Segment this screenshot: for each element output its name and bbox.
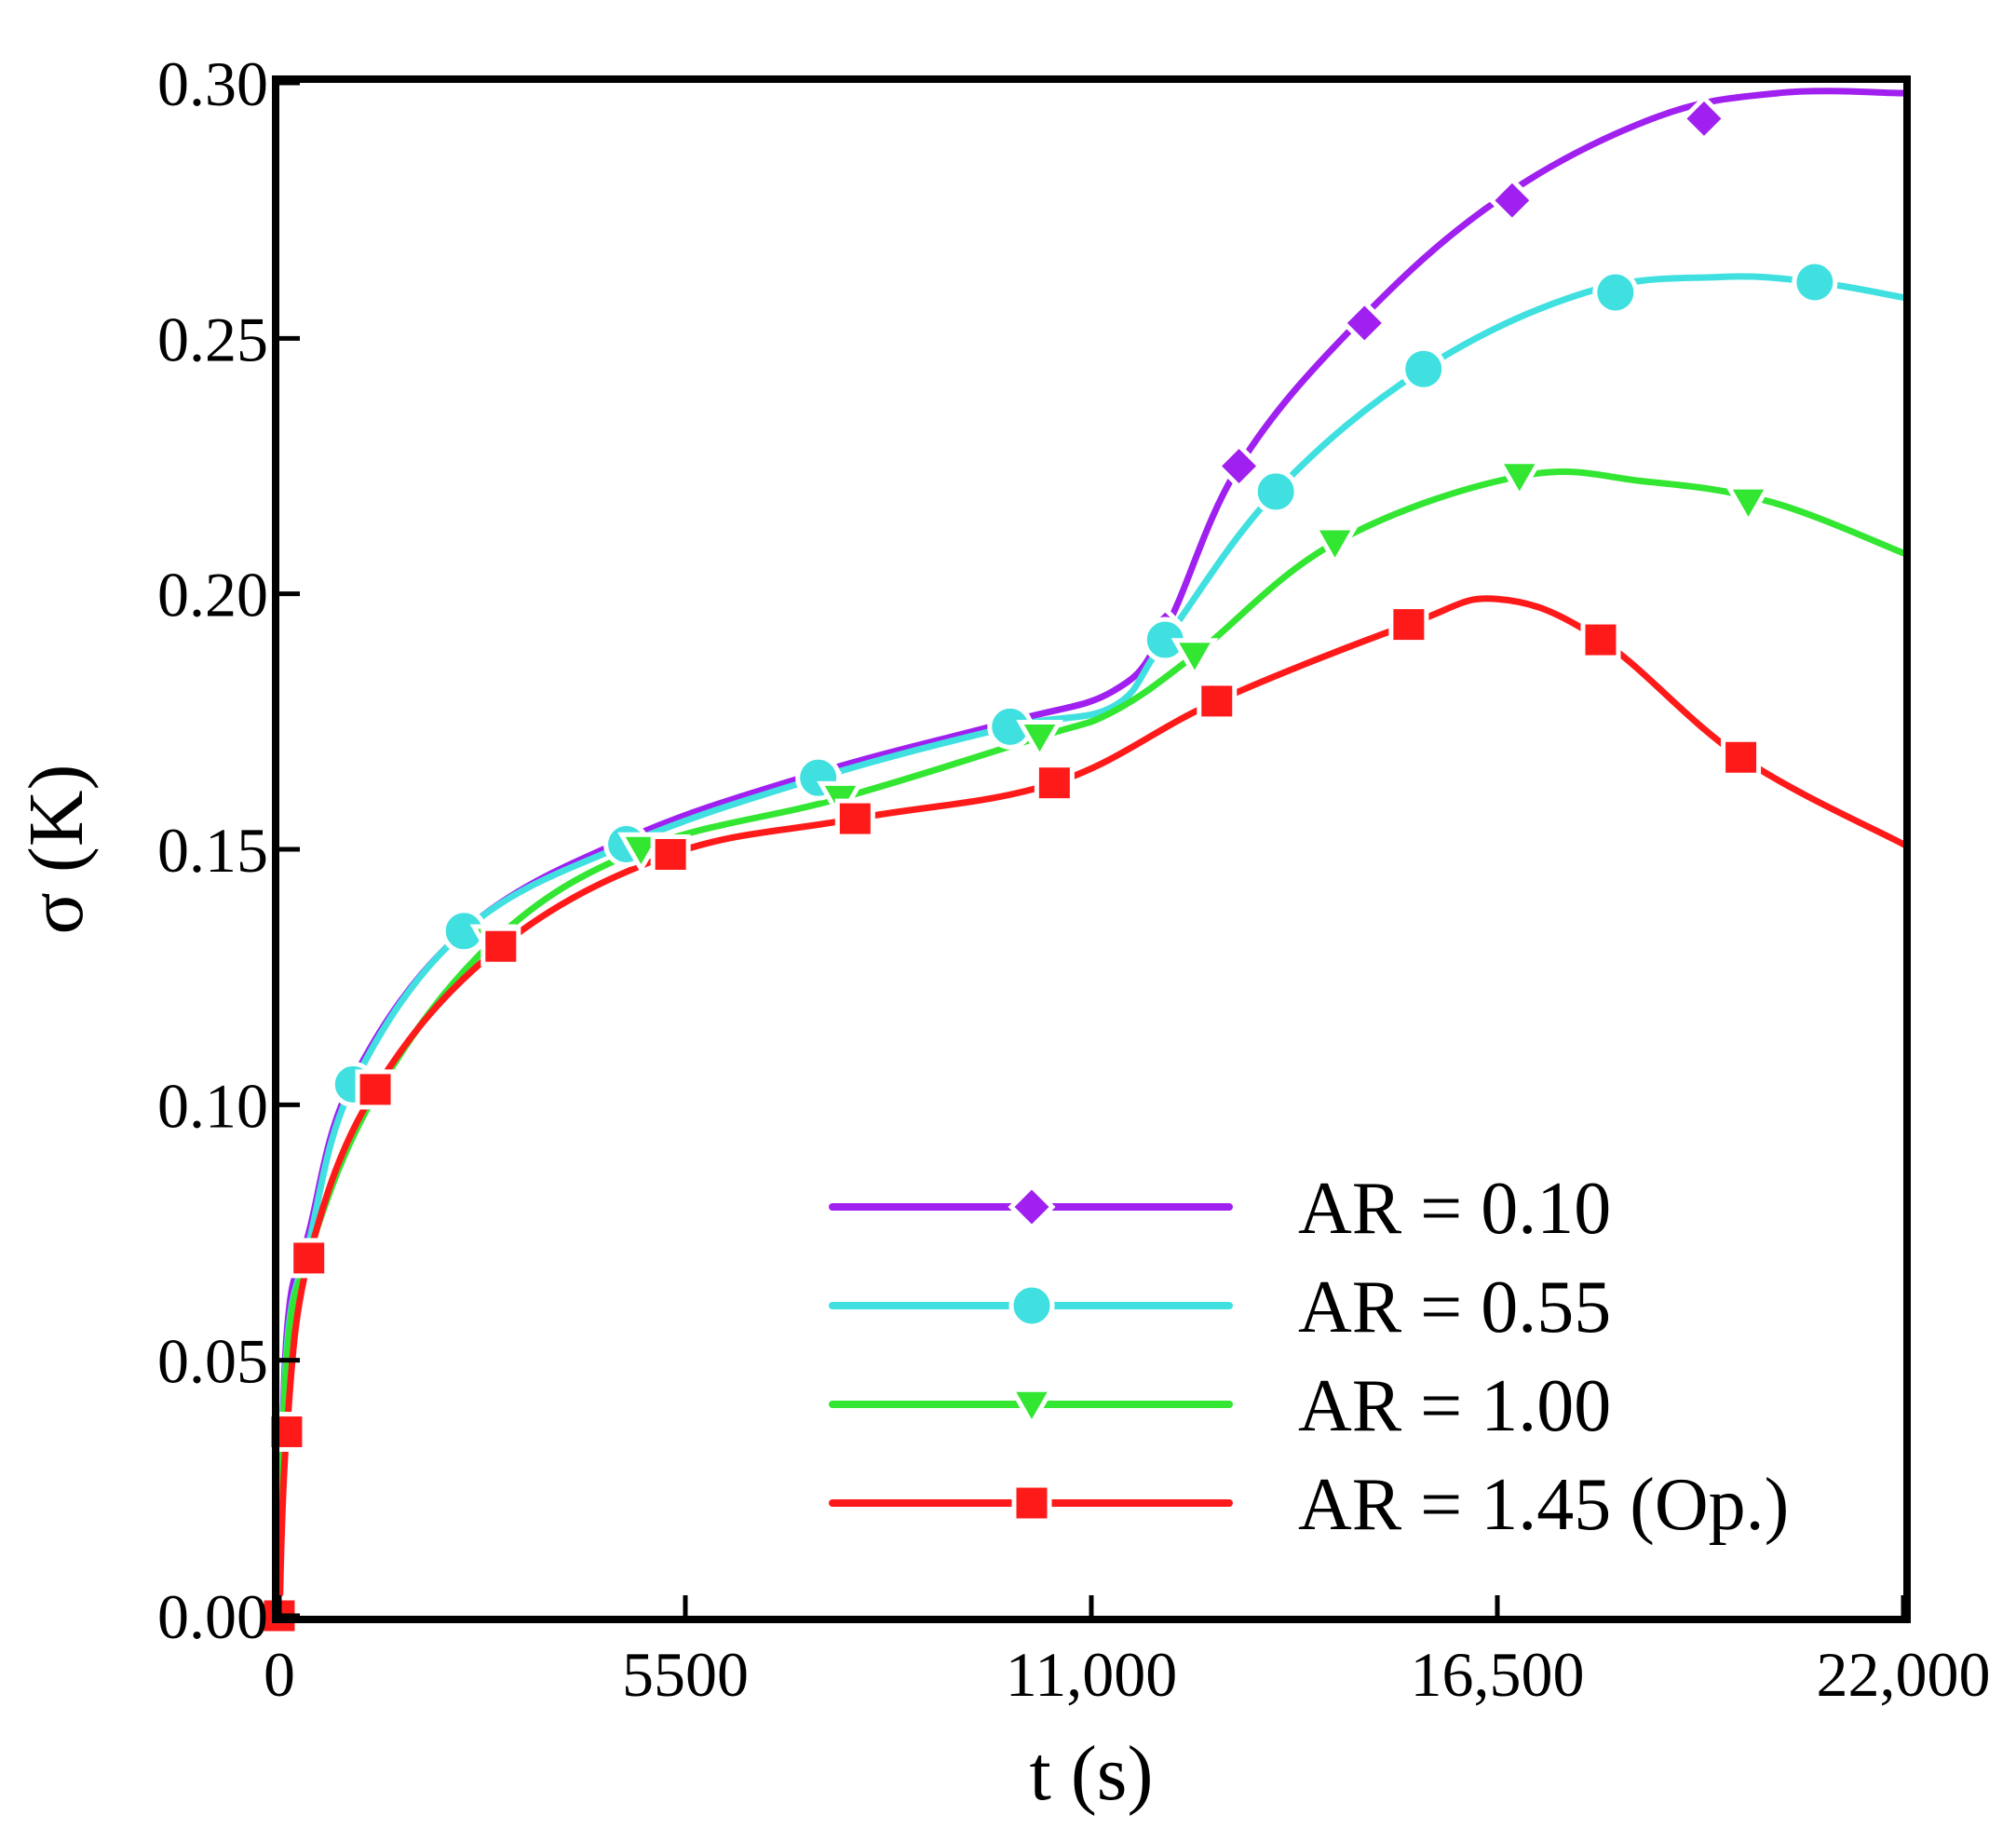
y-tick-label: 0.05	[157, 1326, 268, 1397]
series-3-point	[1016, 720, 1063, 762]
series-line-2	[276, 273, 1907, 1619]
marker-layer	[259, 94, 1838, 1636]
x-tick-label: 5500	[622, 1639, 749, 1710]
legend: AR = 0.10 AR = 0.55 AR = 1.00 AR = 1.45 (Op…	[829, 1168, 1789, 1546]
series-2-point	[1592, 269, 1639, 316]
x-tick-label: 0	[264, 1639, 295, 1710]
series-4-point	[1721, 737, 1762, 778]
legend-marker-1	[1008, 1183, 1056, 1231]
legend-marker-3	[1008, 1387, 1056, 1429]
legend-label-4: AR = 1.45 (Op.)	[1298, 1464, 1789, 1546]
series-4-point	[1388, 604, 1429, 645]
legend-label-1: AR = 0.10	[1298, 1168, 1611, 1250]
series-2-point	[1252, 468, 1299, 515]
y-tick-label: 0.25	[157, 304, 268, 374]
x-tick-label: 22,000	[1817, 1639, 1991, 1710]
series-3-point	[1725, 484, 1772, 526]
series-2-point	[1792, 259, 1838, 305]
legend-marker-2	[1008, 1282, 1055, 1329]
y-axis-title: σ (K)	[13, 765, 100, 935]
y-tick-label: 0.00	[157, 1581, 268, 1652]
series-3-point	[1170, 638, 1219, 680]
series-4-point	[650, 833, 691, 874]
y-tick-label: 0.10	[157, 1070, 268, 1141]
legend-label-3: AR = 1.00	[1298, 1365, 1611, 1447]
y-tick-label: 0.30	[157, 48, 268, 119]
series-line-3	[276, 468, 1907, 1619]
series-4-point	[480, 926, 521, 967]
x-axis-title: t (s)	[1030, 1730, 1154, 1817]
series-3-point	[1311, 525, 1359, 567]
series-1-point	[1215, 441, 1264, 491]
series-4-point	[834, 798, 875, 839]
plot-frame	[272, 75, 1911, 1623]
series-line-1	[276, 88, 1907, 1619]
series-4-point	[1197, 681, 1238, 722]
y-tick-label: 0.15	[157, 815, 268, 886]
series-3-point	[1495, 459, 1544, 501]
series-4-point	[355, 1069, 396, 1110]
x-tick-label: 11,000	[1006, 1639, 1177, 1710]
series-4-point	[1580, 619, 1621, 660]
series-1-point	[1680, 94, 1728, 142]
y-tick-label: 0.20	[157, 560, 268, 630]
series-4-point	[1034, 763, 1075, 804]
legend-label-2: AR = 0.55	[1298, 1267, 1611, 1348]
x-tick-label: 16,500	[1411, 1639, 1585, 1710]
series-1-point	[1340, 299, 1388, 347]
series-4-point	[289, 1238, 330, 1279]
tick-layer: 0 5500 11,000 16,500 22,000 0.00 0.05 0.10 0.15 0…	[157, 48, 1991, 1710]
legend-marker-4	[1011, 1483, 1052, 1524]
series-1-point	[1488, 176, 1536, 224]
series-layer	[276, 88, 1907, 1619]
series-2-point	[1400, 345, 1447, 392]
